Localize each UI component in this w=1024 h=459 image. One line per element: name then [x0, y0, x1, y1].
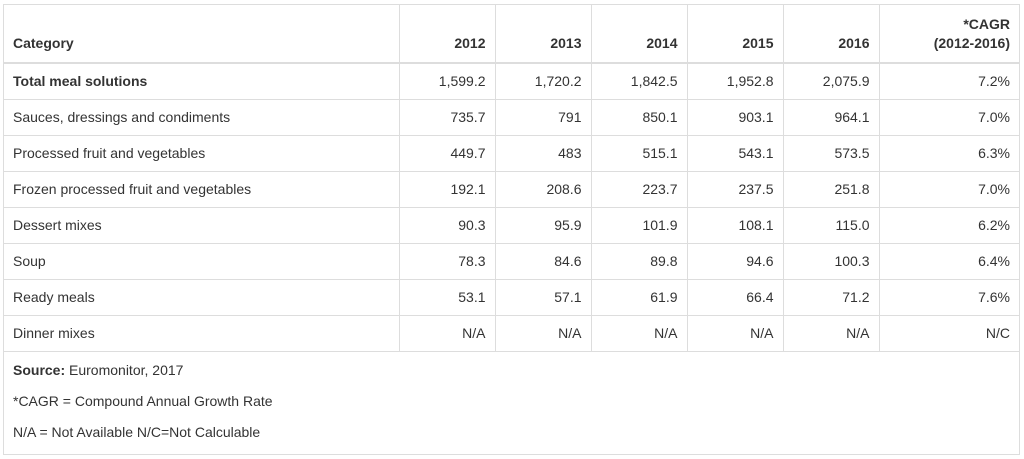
row-value-2016: 71.2 — [782, 278, 880, 316]
row-cagr: 7.0% — [878, 170, 1019, 208]
row-value-2013: 95.9 — [494, 206, 592, 244]
header-category: Category — [4, 5, 400, 64]
row-cagr: 7.0% — [878, 98, 1019, 136]
row-value-2016: 964.1 — [782, 98, 880, 136]
row-value-2012: 78.3 — [398, 242, 496, 280]
row-value-2013: N/A — [494, 314, 592, 352]
row-value-2015: 1,952.8 — [686, 62, 784, 100]
header-year-2014: 2014 — [590, 5, 688, 64]
row-value-2016: 115.0 — [782, 206, 880, 244]
row-category: Sauces, dressings and condiments — [4, 98, 400, 136]
row-value-2012: 735.7 — [398, 98, 496, 136]
source-label: Source: — [13, 361, 66, 378]
row-value-2013: 1,720.2 — [494, 62, 592, 100]
header-year-2016: 2016 — [782, 5, 880, 64]
row-value-2015: 543.1 — [686, 134, 784, 172]
header-cagr-label: *CAGR — [963, 16, 1010, 32]
table-row: Ready meals 53.1 57.1 61.9 66.4 71.2 7.6% — [4, 278, 1019, 316]
table-body: Total meal solutions 1,599.2 1,720.2 1,842.… — [4, 62, 1019, 352]
row-value-2013: 791 — [494, 98, 592, 136]
row-cagr: 7.6% — [878, 278, 1019, 316]
row-cagr: 6.4% — [878, 242, 1019, 280]
row-value-2012: N/A — [398, 314, 496, 352]
row-value-2013: 483 — [494, 134, 592, 172]
row-category: Processed fruit and vegetables — [4, 134, 400, 172]
table-notes: Source: Euromonitor, 2017 *CAGR = Compou… — [4, 352, 1019, 453]
table-row: Total meal solutions 1,599.2 1,720.2 1,842.… — [4, 62, 1019, 100]
row-value-2016: 573.5 — [782, 134, 880, 172]
row-category: Dinner mixes — [4, 314, 400, 352]
row-value-2012: 449.7 — [398, 134, 496, 172]
table-row: Sauces, dressings and condiments 735.7 791… — [4, 98, 1019, 136]
row-category: Ready meals — [4, 278, 400, 316]
na-note: N/A = Not Available N/C=Not Calculable — [13, 423, 261, 440]
table-row: Processed fruit and vegetables 449.7 483 51… — [4, 134, 1019, 172]
row-value-2013: 84.6 — [494, 242, 592, 280]
row-value-2014: 850.1 — [590, 98, 688, 136]
header-cagr-period: (2012-2016) — [933, 35, 1010, 51]
row-value-2016: N/A — [782, 314, 880, 352]
row-cagr: 7.2% — [878, 62, 1019, 100]
row-value-2014: 515.1 — [590, 134, 688, 172]
meal-solutions-table: Category 2012 2013 2014 2015 2016 *CAGR … — [4, 5, 1019, 352]
row-value-2012: 53.1 — [398, 278, 496, 316]
row-value-2015: 94.6 — [686, 242, 784, 280]
table-row: Dinner mixes N/A N/A N/A N/A N/A N/C — [4, 314, 1019, 352]
header-year-2012: 2012 — [398, 5, 496, 64]
source-text: Euromonitor, 2017 — [65, 361, 184, 378]
table-row: Dessert mixes 90.3 95.9 101.9 108.1 115.0 6.2% — [4, 206, 1019, 244]
row-value-2016: 251.8 — [782, 170, 880, 208]
row-value-2016: 2,075.9 — [782, 62, 880, 100]
row-value-2014: N/A — [590, 314, 688, 352]
row-value-2015: 903.1 — [686, 98, 784, 136]
row-value-2016: 100.3 — [782, 242, 880, 280]
cagr-note: *CAGR = Compound Annual Growth Rate — [13, 392, 273, 409]
row-value-2015: 237.5 — [686, 170, 784, 208]
source-note: Source: Euromonitor, 2017 — [13, 360, 1010, 391]
row-cagr: 6.2% — [878, 206, 1019, 244]
row-value-2014: 89.8 — [590, 242, 688, 280]
row-value-2014: 101.9 — [590, 206, 688, 244]
table-row: Frozen processed fruit and vegetables 192… — [4, 170, 1019, 208]
row-value-2013: 57.1 — [494, 278, 592, 316]
row-value-2014: 223.7 — [590, 170, 688, 208]
header-year-2013: 2013 — [494, 5, 592, 64]
row-value-2012: 1,599.2 — [398, 62, 496, 100]
data-table-container: Category 2012 2013 2014 2015 2016 *CAGR … — [3, 4, 1020, 455]
row-category: Frozen processed fruit and vegetables — [4, 170, 400, 208]
row-category: Total meal solutions — [4, 62, 400, 100]
header-cagr: *CAGR (2012-2016) — [878, 5, 1019, 64]
header-year-2015: 2015 — [686, 5, 784, 64]
row-category: Dessert mixes — [4, 206, 400, 244]
row-category: Soup — [4, 242, 400, 280]
row-value-2012: 192.1 — [398, 170, 496, 208]
table-header-row: Category 2012 2013 2014 2015 2016 *CAGR … — [4, 5, 1019, 64]
table-row: Soup 78.3 84.6 89.8 94.6 100.3 6.4% — [4, 242, 1019, 280]
row-value-2015: N/A — [686, 314, 784, 352]
row-value-2013: 208.6 — [494, 170, 592, 208]
row-cagr: 6.3% — [878, 134, 1019, 172]
row-value-2012: 90.3 — [398, 206, 496, 244]
row-value-2015: 66.4 — [686, 278, 784, 316]
row-value-2014: 61.9 — [590, 278, 688, 316]
row-cagr: N/C — [878, 314, 1019, 352]
row-value-2014: 1,842.5 — [590, 62, 688, 100]
row-value-2015: 108.1 — [686, 206, 784, 244]
